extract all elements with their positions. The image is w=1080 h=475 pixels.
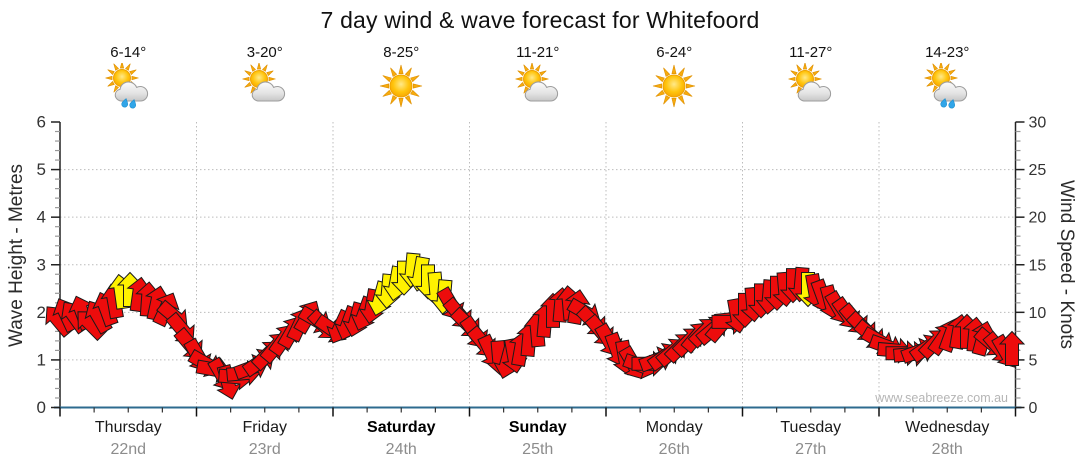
weather-icon-sun-cloud-rain-icon — [922, 61, 972, 111]
day-date: 27th — [795, 441, 827, 458]
svg-text:6: 6 — [37, 113, 46, 132]
svg-text:3: 3 — [37, 255, 46, 274]
day-date: 28th — [931, 441, 963, 458]
sun-disc — [662, 74, 686, 98]
chart-title: 7 day wind & wave forecast for Whitefoor… — [320, 7, 760, 33]
svg-text:0: 0 — [1029, 400, 1038, 417]
wind-arrow-series — [45, 252, 1026, 400]
day-name: Thursday — [94, 419, 162, 436]
day-name: Wednesday — [905, 419, 990, 436]
sun-rays — [653, 64, 696, 108]
svg-text:5: 5 — [1029, 352, 1038, 369]
watermark: www.seabreeze.com.au — [874, 391, 1008, 405]
day-name: Friday — [242, 419, 287, 436]
sun-rays — [380, 64, 423, 108]
svg-text:5: 5 — [37, 160, 46, 179]
weather-icon-sun-icon — [649, 63, 699, 111]
raindrop — [121, 98, 129, 108]
svg-text:10: 10 — [1029, 305, 1047, 322]
raindrop — [129, 99, 137, 109]
day-temp: 3-20° — [246, 44, 283, 61]
day-date: 23rd — [248, 441, 281, 458]
day-temp: 11-27° — [789, 44, 833, 61]
cloud — [524, 81, 558, 102]
day-name: Tuesday — [780, 419, 842, 436]
axis-ticks — [51, 121, 1025, 417]
weather-icon-sun-cloud-icon — [513, 62, 563, 111]
weather-icon-sun-cloud-rain-icon — [103, 61, 153, 111]
day-temp: 6-14° — [110, 44, 147, 61]
svg-text:25: 25 — [1029, 162, 1047, 179]
wind-arrow — [998, 330, 1026, 366]
sun-disc — [389, 74, 413, 98]
cloud — [251, 81, 285, 102]
day-temp: 6-24° — [656, 44, 693, 61]
svg-text:20: 20 — [1029, 210, 1047, 227]
raindrop — [940, 98, 948, 108]
svg-text:15: 15 — [1029, 257, 1047, 274]
weather-icon-sun-cloud-icon — [240, 62, 290, 111]
axis-tick-labels: 0 1 2 3 4 5 6 0 5 10 15 20 25 30 — [37, 113, 1047, 418]
weather-icon-sun-icon — [376, 63, 426, 111]
day-temp: 11-21° — [516, 44, 560, 61]
cloud — [114, 81, 149, 102]
day-temp: 14-23° — [925, 44, 970, 61]
day-name: Sunday — [508, 419, 567, 436]
day-name: Monday — [645, 419, 703, 436]
svg-text:0: 0 — [37, 398, 46, 417]
weather-icon-sun-cloud-icon — [786, 62, 836, 111]
svg-text:2: 2 — [37, 303, 46, 322]
cloud — [933, 81, 968, 102]
svg-text:4: 4 — [37, 208, 46, 227]
day-date: 24th — [385, 441, 417, 458]
day-date: 26th — [658, 441, 690, 458]
day-date: 22nd — [110, 441, 147, 458]
svg-text:1: 1 — [37, 350, 46, 369]
svg-text:30: 30 — [1029, 115, 1047, 132]
day-date: 25th — [522, 441, 554, 458]
day-name: Saturday — [367, 419, 436, 436]
raindrop — [948, 99, 956, 109]
cloud — [797, 81, 831, 102]
day-temp: 8-25° — [383, 44, 420, 61]
